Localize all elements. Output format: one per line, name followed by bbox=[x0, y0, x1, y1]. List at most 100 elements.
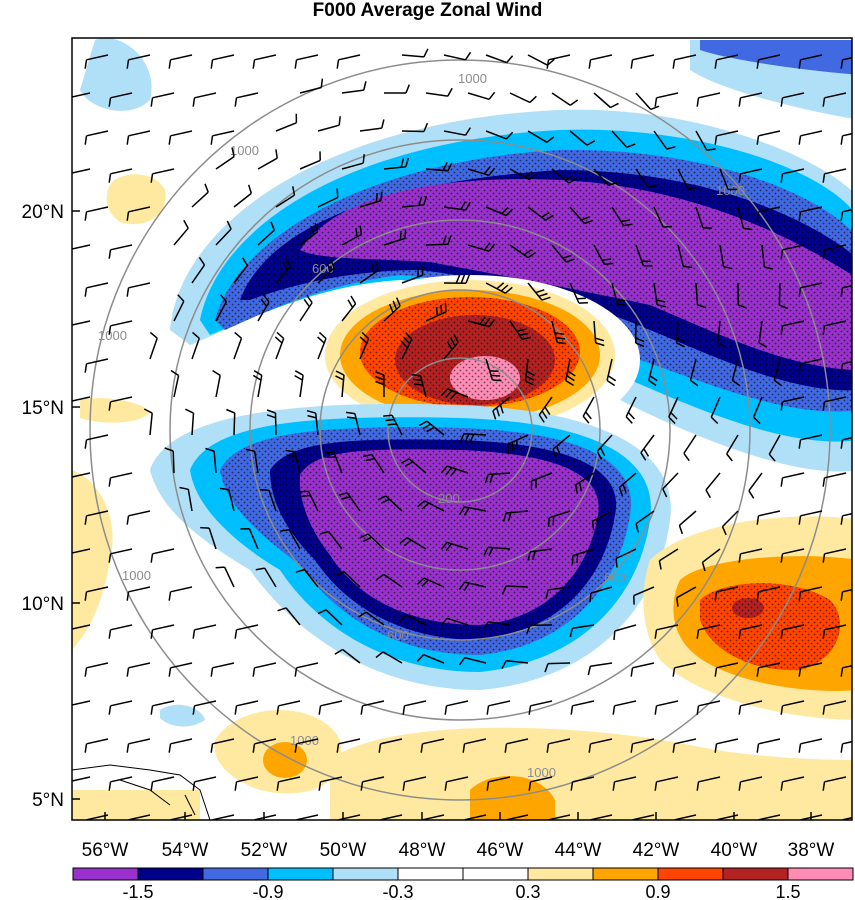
wind-barb bbox=[359, 191, 383, 208]
wind-barb bbox=[502, 510, 529, 522]
wind-barb bbox=[126, 130, 151, 145]
wind-barb bbox=[716, 320, 727, 348]
wind-barb bbox=[185, 408, 195, 436]
wind-barb bbox=[150, 624, 175, 639]
wind-barb bbox=[738, 92, 763, 107]
ring-label-1000: 1000 bbox=[122, 568, 151, 583]
lon-label-48w: 48°W bbox=[399, 840, 446, 861]
wind-barb bbox=[266, 409, 277, 436]
plot-frame bbox=[71, 37, 853, 821]
wind-barb bbox=[551, 244, 575, 263]
wind-barb bbox=[752, 396, 763, 425]
wind-barb bbox=[483, 546, 511, 557]
wind-barb bbox=[467, 166, 496, 177]
wind-barb bbox=[840, 588, 852, 601]
wind-barb bbox=[653, 206, 673, 228]
wind-barb bbox=[798, 358, 823, 373]
wind-barb bbox=[546, 54, 571, 69]
wind-barb bbox=[737, 206, 753, 231]
wind-barb bbox=[294, 370, 304, 398]
lon-label-52w: 52°W bbox=[241, 840, 288, 861]
colorbar-label-neg-0-9: -0.9 bbox=[252, 882, 283, 900]
lon-label-38w: 38°W bbox=[788, 840, 835, 861]
wind-barb bbox=[443, 201, 471, 211]
wind-barb bbox=[840, 360, 852, 373]
wind-barb bbox=[215, 566, 235, 588]
wind-barb bbox=[294, 54, 319, 69]
wind-barb bbox=[416, 577, 445, 588]
wind-barb bbox=[358, 611, 385, 626]
wind-barb bbox=[319, 530, 343, 550]
wind-barb bbox=[822, 700, 847, 715]
wind-barb bbox=[527, 282, 551, 301]
wind-barb bbox=[233, 331, 243, 360]
wind-barb bbox=[411, 373, 427, 398]
wind-barb bbox=[360, 700, 385, 715]
wind-barb bbox=[173, 219, 189, 246]
wind-barb bbox=[179, 486, 193, 512]
wind-barb bbox=[485, 282, 513, 294]
wind-barb bbox=[276, 776, 301, 791]
wind-barb bbox=[126, 206, 151, 221]
wind-barb bbox=[126, 738, 151, 753]
wind-barb bbox=[678, 510, 697, 535]
wind-barb bbox=[731, 358, 741, 387]
wind-barb bbox=[611, 282, 627, 307]
wind-barb bbox=[658, 548, 679, 570]
wind-barb bbox=[108, 776, 133, 791]
wind-barb bbox=[798, 662, 823, 677]
wind-barb bbox=[696, 624, 721, 639]
ring-label-200: 200 bbox=[438, 491, 460, 506]
wind-barb bbox=[758, 320, 768, 348]
lon-label-46w: 46°W bbox=[477, 840, 524, 861]
wind-barb bbox=[317, 259, 335, 284]
wind-barb bbox=[210, 662, 235, 677]
wind-barb bbox=[375, 651, 403, 664]
wind-barb bbox=[252, 370, 263, 398]
ring-label-1000: 1000 bbox=[458, 71, 487, 86]
colorbar-swatch bbox=[202, 867, 269, 881]
wind-barb bbox=[738, 776, 763, 791]
wind-barb bbox=[822, 776, 847, 791]
wind-barb bbox=[635, 244, 653, 267]
wind-barb bbox=[631, 814, 655, 820]
wind-barb bbox=[780, 320, 805, 335]
wind-barb bbox=[635, 92, 660, 111]
wind-barb bbox=[798, 586, 823, 601]
wind-barb bbox=[192, 624, 217, 639]
lon-label-44w: 44°W bbox=[555, 840, 602, 861]
wind-barb bbox=[336, 54, 361, 69]
wind-barb bbox=[245, 448, 259, 474]
wind-barb bbox=[504, 738, 529, 753]
wind-barb bbox=[695, 206, 713, 230]
wind-barb bbox=[417, 500, 445, 512]
wind-barb bbox=[569, 206, 594, 225]
wind-barb bbox=[443, 274, 470, 284]
wind-barb bbox=[211, 814, 235, 820]
wind-barb bbox=[84, 510, 109, 525]
wind-barb bbox=[299, 78, 324, 94]
wind-barb bbox=[215, 147, 235, 170]
wind-barb bbox=[527, 54, 555, 66]
wind-barb bbox=[672, 662, 697, 677]
wind-barb bbox=[338, 492, 361, 512]
wind-barb bbox=[570, 776, 595, 791]
wind-barb bbox=[552, 434, 571, 458]
wind-barb bbox=[173, 294, 185, 322]
wind-barb bbox=[822, 472, 847, 487]
wind-barb bbox=[399, 537, 427, 550]
wind-barb bbox=[780, 396, 805, 411]
colorbar-swatch bbox=[332, 867, 399, 881]
wind-barb bbox=[551, 320, 567, 345]
wind-barb bbox=[150, 700, 175, 715]
wind-barb bbox=[317, 609, 343, 626]
wind-barb bbox=[416, 654, 445, 664]
wind-barb bbox=[467, 91, 496, 101]
lon-label-56w: 56°W bbox=[82, 840, 129, 861]
wind-barb bbox=[672, 54, 697, 69]
wind-barb bbox=[192, 776, 217, 791]
colorbar-swatch bbox=[722, 867, 789, 881]
wind-barb bbox=[253, 814, 277, 820]
wind-barb bbox=[546, 738, 571, 753]
